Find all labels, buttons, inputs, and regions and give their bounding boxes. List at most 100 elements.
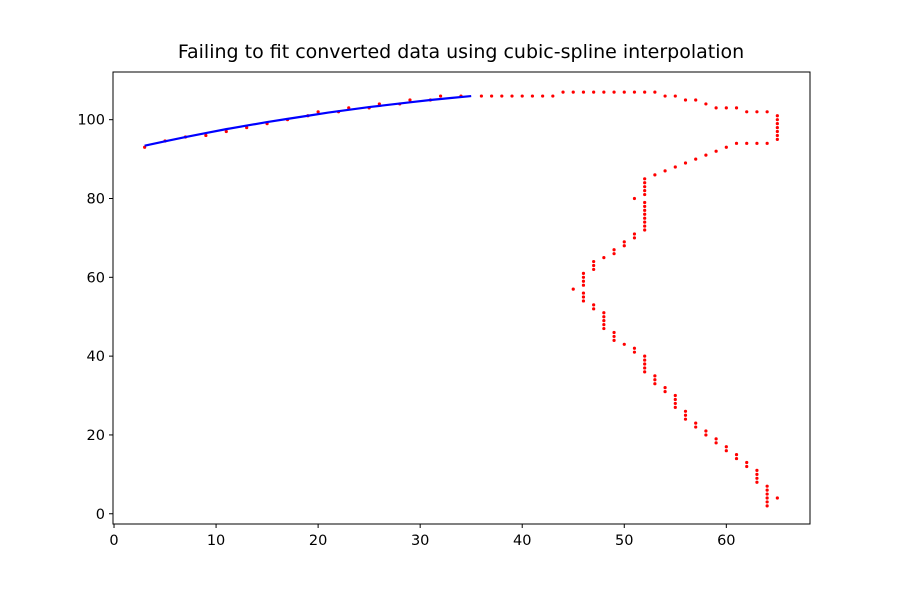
data-point	[592, 90, 596, 94]
data-point	[510, 94, 514, 98]
data-point	[602, 315, 606, 319]
data-point	[612, 248, 616, 252]
data-point	[612, 252, 616, 256]
x-tick-label: 60	[717, 533, 735, 549]
data-point	[704, 102, 708, 106]
data-point	[765, 488, 769, 492]
data-point	[694, 157, 698, 161]
data-point	[673, 94, 677, 98]
data-point	[755, 141, 759, 145]
data-point	[581, 291, 586, 295]
data-point	[643, 224, 647, 228]
data-point	[775, 133, 779, 138]
data-point	[714, 441, 718, 445]
data-point	[602, 326, 606, 331]
data-point	[643, 362, 647, 366]
data-point	[724, 106, 728, 110]
data-point	[602, 322, 606, 327]
data-point	[734, 453, 739, 457]
data-point	[714, 106, 718, 110]
data-point	[643, 228, 647, 232]
data-point	[663, 389, 667, 394]
data-point	[541, 94, 545, 98]
data-point	[643, 185, 647, 189]
data-point	[653, 374, 657, 378]
data-point	[765, 484, 769, 488]
data-point	[581, 90, 586, 94]
data-point	[694, 425, 698, 429]
data-point	[745, 110, 749, 114]
data-point	[683, 417, 688, 421]
data-point	[500, 94, 504, 98]
data-point	[673, 165, 677, 169]
data-point	[408, 98, 412, 102]
data-point	[643, 204, 647, 208]
y-tick-label: 20	[87, 428, 105, 444]
data-point	[775, 118, 779, 122]
data-point	[622, 90, 626, 94]
data-point	[683, 161, 688, 165]
data-point	[775, 129, 779, 134]
data-point	[765, 504, 769, 508]
data-point	[694, 98, 698, 102]
data-point	[643, 181, 647, 185]
data-point	[643, 216, 647, 220]
data-point	[316, 110, 320, 114]
x-tick-label: 30	[411, 533, 429, 549]
data-point	[632, 346, 637, 350]
axes-frame	[112, 71, 811, 525]
data-point	[490, 94, 494, 98]
data-point	[551, 94, 555, 98]
data-point	[204, 133, 208, 138]
data-point	[673, 397, 677, 402]
data-point	[643, 208, 647, 212]
data-point	[704, 433, 708, 437]
data-point	[663, 94, 667, 98]
x-tick-label: 50	[615, 533, 633, 549]
data-point	[561, 90, 565, 94]
data-point	[673, 405, 677, 409]
data-point	[714, 437, 718, 441]
data-point	[734, 106, 739, 110]
data-point	[581, 295, 586, 299]
data-point	[530, 94, 535, 98]
scatter-series	[143, 90, 779, 508]
chart-title: Failing to fit converted data using cubi…	[178, 41, 744, 63]
data-point	[663, 386, 667, 390]
data-point	[571, 90, 575, 94]
data-point	[643, 358, 647, 362]
data-point	[592, 259, 596, 264]
data-point	[765, 496, 769, 500]
data-point	[775, 122, 779, 126]
data-point	[602, 319, 606, 323]
data-point	[755, 476, 759, 480]
data-point	[581, 283, 586, 287]
data-point	[704, 429, 708, 433]
data-point	[683, 98, 688, 102]
x-axis: 0 10 20 30 40 50 60	[109, 524, 736, 549]
data-point	[643, 200, 647, 205]
data-point	[734, 456, 739, 461]
data-point	[734, 141, 739, 145]
data-point	[602, 256, 606, 260]
data-point	[694, 421, 698, 425]
data-point	[581, 279, 586, 283]
data-point	[581, 299, 586, 303]
data-point	[775, 496, 779, 500]
data-point	[581, 275, 586, 279]
data-point	[612, 330, 616, 335]
data-point	[755, 110, 759, 114]
data-point	[663, 169, 667, 173]
data-point	[643, 354, 647, 358]
data-point	[479, 94, 483, 98]
data-point	[581, 271, 586, 275]
data-point	[673, 393, 677, 398]
data-point	[775, 125, 779, 130]
data-point	[643, 177, 647, 181]
data-point	[755, 480, 759, 484]
data-point	[653, 382, 657, 386]
data-point	[632, 236, 637, 240]
data-point	[602, 90, 606, 94]
spline-fit-line	[144, 94, 472, 147]
